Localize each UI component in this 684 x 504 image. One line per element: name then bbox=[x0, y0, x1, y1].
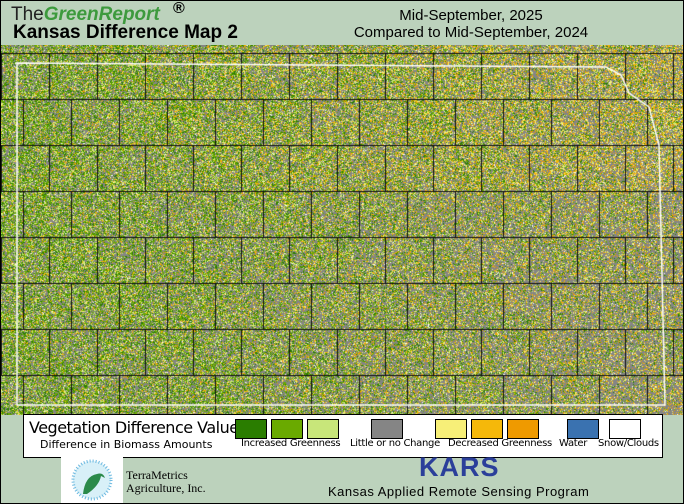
kars-full-name: Kansas Applied Remote Sensing Program bbox=[328, 484, 590, 499]
brand-the: The bbox=[11, 4, 44, 25]
swatch-increased-high bbox=[235, 419, 267, 439]
terrametrics-logo bbox=[61, 456, 123, 503]
label-no-change: Little or no Change bbox=[350, 438, 440, 449]
swatch-water bbox=[567, 419, 599, 439]
brand-name: GreenReport bbox=[43, 4, 160, 25]
legend-title: Vegetation Difference Values bbox=[29, 418, 247, 437]
terrametrics-line2: Agriculture, Inc. bbox=[126, 481, 206, 495]
swatch-decreased-high bbox=[507, 419, 539, 439]
label-water: Water bbox=[559, 438, 588, 449]
compare-line: Compared to Mid-September, 2024 bbox=[353, 24, 589, 41]
registered-mark: ® bbox=[173, 0, 185, 17]
label-increased: Increased Greenness bbox=[241, 438, 341, 449]
swatch-decreased-low bbox=[435, 419, 467, 439]
header: TheGreenReport ® Kansas Difference Map 2… bbox=[1, 0, 683, 45]
terrametrics-name: TerraMetrics Agriculture, Inc. bbox=[126, 469, 206, 495]
swatch-no-change bbox=[371, 419, 403, 439]
swatch-decreased-mid bbox=[471, 419, 503, 439]
legend: Vegetation Difference Values Difference … bbox=[23, 414, 663, 458]
label-snow-clouds: Snow/Clouds bbox=[598, 438, 659, 449]
map-title: Kansas Difference Map 2 bbox=[13, 22, 238, 43]
brand-logo: TheGreenReport bbox=[11, 4, 160, 26]
kansas-difference-map bbox=[1, 45, 683, 415]
label-decreased: Decreased Greenness bbox=[448, 438, 552, 449]
kars-logo: KARS bbox=[419, 452, 500, 482]
date-line: Mid-September, 2025 bbox=[399, 7, 543, 24]
swatch-increased-low bbox=[307, 419, 339, 439]
swatch-increased-mid bbox=[271, 419, 303, 439]
legend-subtitle: Difference in Biomass Amounts bbox=[40, 438, 213, 451]
terrametrics-line1: TerraMetrics bbox=[126, 468, 188, 482]
swatch-snow-clouds bbox=[609, 419, 641, 439]
terrametrics-sun-icon bbox=[71, 459, 113, 501]
